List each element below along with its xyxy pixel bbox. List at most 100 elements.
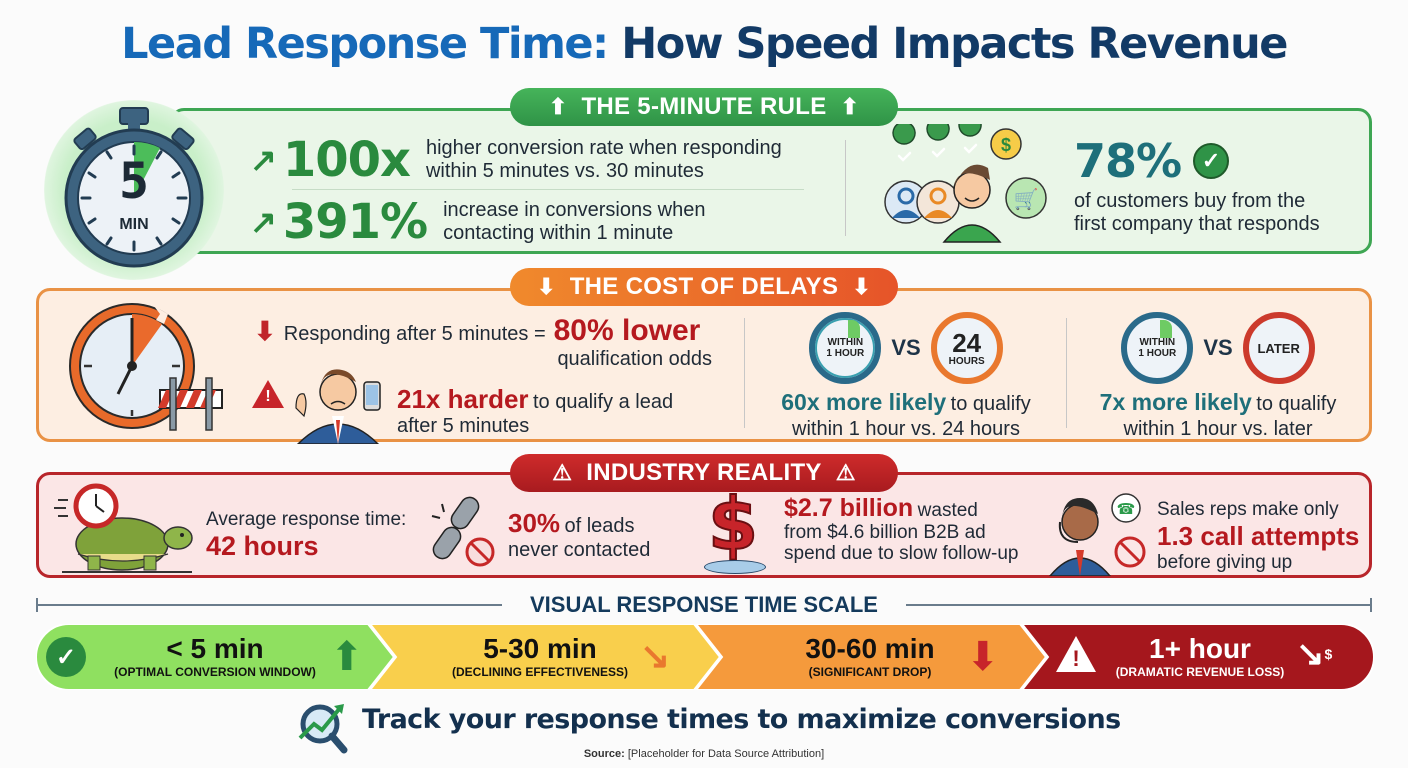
- arrow-up-icon: ⬆: [840, 94, 860, 119]
- arrow-up-icon: ⬆: [548, 94, 568, 119]
- title-part2: How Speed Impacts Revenue: [621, 19, 1288, 69]
- stat-text: wasted: [917, 500, 978, 521]
- clock-label: WITHIN: [1139, 337, 1176, 348]
- stat-value: $2.7 billion: [784, 494, 914, 522]
- stopwatch-icon: 5 MIN: [44, 100, 224, 280]
- revenue-loss-icon: ↘$: [1296, 635, 1333, 673]
- clock-label: 1 HOUR: [1138, 348, 1177, 359]
- turtle-clock-icon: [54, 483, 193, 573]
- later-clock-icon: LATER: [1242, 312, 1315, 384]
- stat-text: never contacted: [508, 539, 651, 561]
- customers-illustration-icon: $ 🛒: [884, 124, 1047, 243]
- stat-value: 391%: [282, 194, 428, 250]
- segment-range: 30-60 min: [805, 633, 935, 664]
- stat-391: ↗ 391% increase in conversions when cont…: [250, 194, 705, 250]
- stat-text: contacting within 1 minute: [443, 222, 674, 244]
- arrow-up-icon: ⬆: [330, 635, 364, 679]
- arrow-down-icon: ⬇: [966, 635, 1000, 679]
- divider: [845, 140, 846, 236]
- segment-range: < 5 min: [166, 633, 264, 664]
- compare-1hour-vs-24hours: WITHIN 1 HOUR VS 24 HOURS 60x more likel…: [748, 312, 1064, 441]
- stat-value: 7x more likely: [1099, 389, 1252, 415]
- stat-80-lower: ⬇ Responding after 5 minutes = 80% lower…: [254, 314, 714, 371]
- stat-text: within 1 hour vs. later: [1123, 418, 1313, 440]
- industry-reality-header: ⚠ INDUSTRY REALITY ⚠: [510, 454, 898, 492]
- scale-segment-declining: 5-30 min (DECLINING EFFECTIVENESS): [400, 624, 680, 690]
- segment-label: (SIGNIFICANT DROP): [808, 665, 932, 679]
- clock-label: 24: [952, 327, 982, 358]
- scale-segment-dramatic: 1+ hour (DRAMATIC REVENUE LOSS): [1090, 624, 1310, 690]
- leads-never-contacted: 30% of leads never contacted: [508, 508, 650, 562]
- stat-text: within 1 hour vs. 24 hours: [792, 418, 1020, 440]
- scale-line-right: [906, 604, 1370, 606]
- broken-chain-icon: [431, 496, 495, 567]
- source-attribution: Source: [Placeholder for Data Source Att…: [0, 748, 1408, 760]
- arrow-down-icon: ⬇: [852, 274, 871, 299]
- title-part1: Lead Response Time:: [121, 19, 609, 69]
- trend-up-icon: ↗: [250, 204, 277, 240]
- segment-label: (OPTIMAL CONVERSION WINDOW): [114, 665, 316, 679]
- trend-up-icon: ↗: [250, 142, 277, 178]
- stopwatch-digit: 5: [118, 152, 150, 210]
- source-text: [Placeholder for Data Source Attribution…: [627, 748, 825, 760]
- check-circle-icon: ✓: [1193, 143, 1230, 179]
- stat-text: first company that responds: [1074, 213, 1320, 235]
- vs-label: VS: [891, 335, 921, 360]
- trend-down-icon: ↘: [640, 635, 671, 676]
- stat-21x-harder: 21x harder to qualify a lead after 5 min…: [397, 384, 673, 438]
- stat-value: 30%: [508, 508, 561, 538]
- stat-text: Average response time:: [206, 509, 407, 530]
- clock-label: 1 HOUR: [826, 348, 865, 359]
- stat-value: 78%: [1074, 134, 1182, 188]
- warning-triangle-icon: [1056, 636, 1096, 672]
- wasted-ad-spend: $2.7 billion wasted from $4.6 billion B2…: [784, 496, 1019, 565]
- segment-range: 1+ hour: [1149, 633, 1251, 664]
- avg-response-time: Average response time: 42 hours: [206, 508, 406, 562]
- scale-line-left: [36, 604, 502, 606]
- stat-text: within 5 minutes vs. 30 minutes: [425, 160, 704, 182]
- warning-icon: ⚠: [835, 460, 856, 485]
- magnifier-chart-icon: [298, 704, 348, 754]
- stat-value: 21x harder: [397, 384, 529, 414]
- check-circle-icon: ✓: [46, 637, 86, 677]
- arrow-down-icon: ⬇: [536, 274, 556, 299]
- melting-dollar-icon: $: [704, 483, 774, 576]
- scale-segment-significant: 30-60 min (SIGNIFICANT DROP): [730, 624, 1010, 690]
- within-1-hour-clock-icon: WITHIN 1 HOUR: [809, 312, 882, 384]
- segment-range: 5-30 min: [483, 633, 597, 664]
- cost-of-delays-header: ⬇ THE COST OF DELAYS ⬇: [510, 268, 898, 306]
- stat-text: Sales reps make only: [1157, 499, 1339, 520]
- arrow-down-icon: ⬇: [254, 316, 276, 346]
- scale-tick: [36, 598, 38, 612]
- stat-value: 80% lower: [553, 314, 701, 347]
- stat-text: from $4.6 billion B2B ad: [784, 522, 986, 543]
- header-label: THE 5-MINUTE RULE: [581, 93, 827, 120]
- scale-title: VISUAL RESPONSE TIME SCALE: [530, 592, 878, 617]
- stopwatch-unit: MIN: [119, 216, 149, 233]
- header-label: THE COST OF DELAYS: [569, 273, 839, 300]
- stat-text: higher conversion rate when responding: [425, 137, 782, 159]
- header-label: INDUSTRY REALITY: [586, 459, 822, 486]
- warning-mark: !: [265, 388, 271, 405]
- svg-text:☎: ☎: [1117, 500, 1136, 518]
- stat-text: of customers buy from the: [1074, 190, 1306, 212]
- svg-text:🛒: 🛒: [1014, 187, 1039, 211]
- stat-text: after 5 minutes: [397, 415, 530, 437]
- cta-text: Track your response times to maximize co…: [362, 704, 1121, 735]
- scale-bar: [36, 624, 1374, 690]
- five-minute-rule-header: ⬆ THE 5-MINUTE RULE ⬆: [510, 88, 898, 126]
- stat-text: Responding after 5 minutes =: [283, 323, 546, 345]
- stat-text: qualification odds: [557, 348, 712, 370]
- divider: [292, 189, 804, 190]
- clock-label: HOURS: [948, 355, 985, 367]
- frustrated-person-icon: [295, 369, 381, 444]
- stat-value: 60x more likely: [781, 389, 947, 415]
- stat-text: spend due to slow follow-up: [784, 543, 1019, 564]
- segment-label: (DRAMATIC REVENUE LOSS): [1115, 665, 1285, 679]
- compare-1hour-vs-later: WITHIN 1 HOUR VS LATER 7x more likely to…: [1068, 312, 1368, 441]
- stat-text: increase in conversions when: [443, 199, 706, 221]
- divider: [1066, 318, 1067, 428]
- segment-label: (DECLINING EFFECTIVENESS): [451, 665, 628, 679]
- page-title: Lead Response Time: How Speed Impacts Re…: [0, 14, 1408, 74]
- stat-value: 42 hours: [206, 531, 319, 561]
